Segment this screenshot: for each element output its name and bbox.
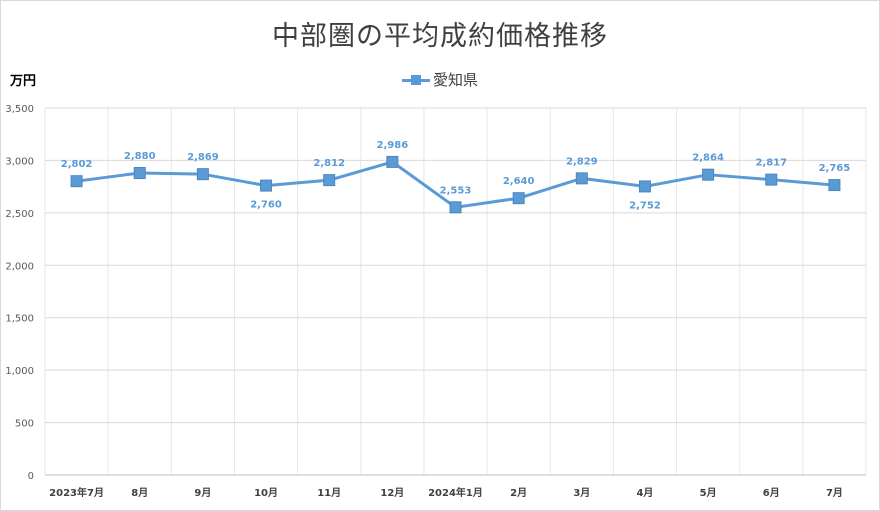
x-tick-label: 9月 [194,487,211,499]
data-point-marker [70,175,83,188]
data-label: 2,812 [313,158,345,169]
y-tick-label: 2,000 [5,261,34,272]
y-tick-label: 3,500 [5,104,34,115]
data-point-marker [638,180,651,193]
data-point-marker [386,155,399,168]
y-tick-label: 500 [15,419,34,430]
x-tick-label: 3月 [573,487,590,499]
data-point-marker [828,179,841,192]
data-label: 2,864 [692,153,724,164]
chart-title: 中部圏の平均成約価格推移 [272,21,608,52]
data-point-marker [133,167,146,180]
x-tick-label: 10月 [254,487,278,499]
y-tick-label: 3,000 [5,156,34,167]
data-point-marker [575,172,588,185]
data-label: 2,817 [755,158,787,169]
legend-swatch-icon [402,74,430,86]
x-tick-label: 12月 [380,487,404,499]
x-tick-label: 6月 [763,487,780,499]
y-axis-unit-label: 万円 [10,74,37,89]
data-label: 2,752 [629,200,661,211]
data-label: 2,640 [503,176,535,187]
data-label: 2,880 [124,151,156,162]
data-label: 2,869 [187,152,219,163]
data-point-marker [449,201,462,214]
y-tick-label: 2,500 [5,209,34,220]
data-label: 2,802 [61,159,93,170]
data-label: 2,829 [566,156,598,167]
x-tick-label: 2023年7月 [49,486,104,499]
x-tick-label: 11月 [317,487,341,499]
data-point-marker [260,179,273,192]
y-tick-label: 1,000 [5,366,34,377]
data-label: 2,765 [819,163,851,174]
y-tick-label: 1,500 [5,314,34,325]
data-point-marker [702,168,715,181]
x-tick-label: 4月 [636,487,653,499]
legend-entry-label: 愛知県 [433,71,479,89]
legend: 愛知県 [402,69,478,90]
data-label: 2,553 [440,185,472,196]
data-point-marker [196,168,209,181]
x-tick-label: 7月 [826,487,843,499]
x-tick-label: 5月 [700,487,717,499]
x-tick-label: 2月 [510,487,527,499]
y-tick-label: 0 [28,471,34,482]
x-tick-label: 8月 [131,487,148,499]
x-tick-label: 2024年1月 [428,486,483,499]
data-label: 2,986 [377,140,409,151]
data-point-marker [512,192,525,205]
data-point-marker [765,173,778,186]
data-point-marker [323,174,336,187]
data-label: 2,760 [250,200,282,211]
